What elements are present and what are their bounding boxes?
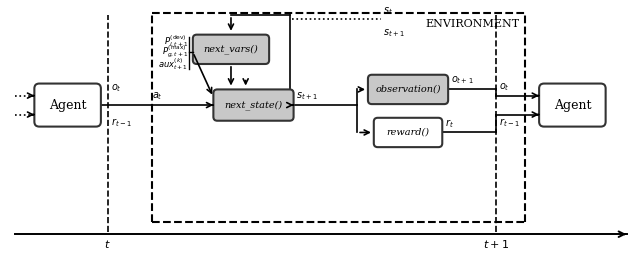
FancyBboxPatch shape [35, 84, 101, 126]
Text: $t$: $t$ [104, 238, 111, 250]
Text: $a_t$: $a_t$ [152, 90, 163, 102]
Text: $o_t$: $o_t$ [111, 82, 122, 94]
Text: $t+1$: $t+1$ [483, 238, 509, 250]
Text: $r_t$: $r_t$ [445, 117, 454, 130]
Text: $o_t$: $o_t$ [499, 81, 510, 93]
FancyBboxPatch shape [374, 118, 442, 147]
FancyBboxPatch shape [193, 35, 269, 64]
Text: $o_{t+1}$: $o_{t+1}$ [451, 75, 474, 87]
FancyBboxPatch shape [539, 84, 605, 126]
Text: $s_{t+1}$: $s_{t+1}$ [383, 27, 404, 39]
Text: $r_{t-1}$: $r_{t-1}$ [111, 117, 131, 129]
Text: ENVIRONMENT: ENVIRONMENT [426, 19, 520, 29]
Text: next_state(): next_state() [225, 100, 282, 110]
Text: $s_t$: $s_t$ [383, 5, 392, 17]
Text: $P^{(\mathrm{dev})}_{l,t+1}$: $P^{(\mathrm{dev})}_{l,t+1}$ [164, 34, 188, 49]
Text: reward(): reward() [387, 128, 429, 137]
Text: Agent: Agent [49, 99, 86, 112]
Text: $P^{(\mathrm{max})}_{g,t+1}$: $P^{(\mathrm{max})}_{g,t+1}$ [161, 44, 188, 60]
Text: Agent: Agent [554, 99, 591, 112]
Text: $s_{t+1}$: $s_{t+1}$ [296, 90, 317, 102]
Text: next_vars(): next_vars() [204, 44, 259, 54]
Text: $r_{t-1}$: $r_{t-1}$ [499, 117, 520, 129]
Text: $aux^{(k)}_{t+1}$: $aux^{(k)}_{t+1}$ [158, 56, 188, 72]
FancyBboxPatch shape [213, 89, 294, 121]
Text: observation(): observation() [375, 85, 441, 94]
FancyBboxPatch shape [368, 75, 448, 104]
